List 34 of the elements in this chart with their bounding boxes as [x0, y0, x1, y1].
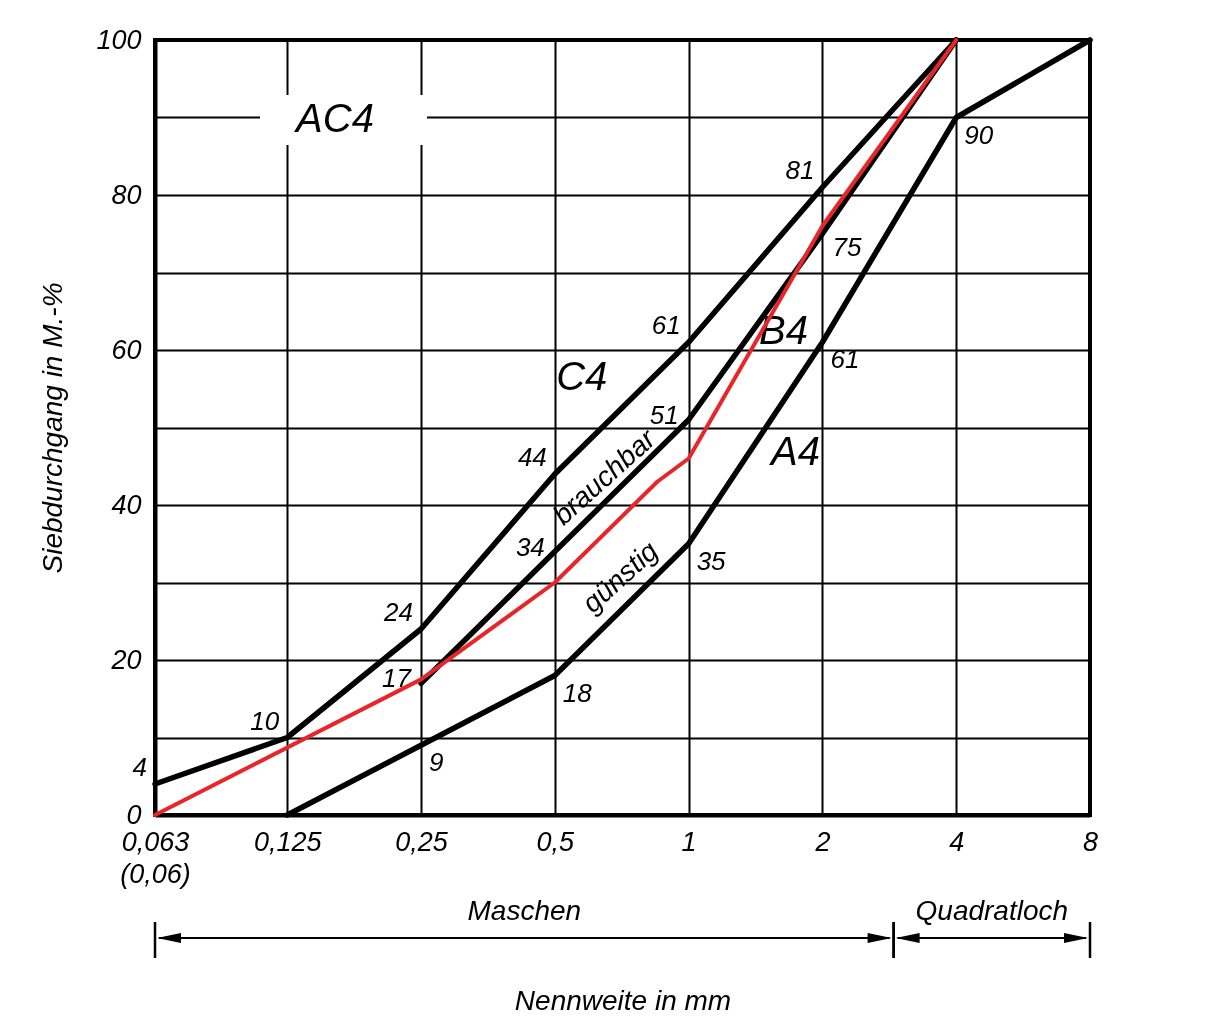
x-tick-label: 0,25 [395, 826, 449, 857]
data-label: 61 [830, 344, 860, 375]
text: AC4 [294, 96, 374, 140]
text: Quadratloch [915, 895, 1069, 927]
x-tick-label: 2 [814, 826, 831, 857]
series-label: A4 [769, 429, 820, 473]
x-tick-label: 1 [681, 826, 697, 857]
data-label: 61 [651, 310, 681, 341]
y-tick-label: 20 [110, 644, 142, 675]
y-tick-label: 40 [111, 489, 142, 520]
x-tick-label: 0,125 [253, 826, 323, 857]
data-label: 75 [832, 231, 862, 262]
data-label: 44 [517, 442, 547, 472]
data-label: 51 [649, 399, 679, 430]
x-tick-label: 8 [1082, 826, 1099, 857]
data-label: 9 [429, 747, 444, 778]
y-axis-title: Siebdurchgang in M.-% [37, 282, 69, 574]
x-tick-label: 0,5 [536, 826, 576, 857]
y-tick-label: 100 [96, 24, 142, 55]
x-axis-title: Nennweite in mm [514, 984, 732, 1016]
data-label: 90 [964, 119, 994, 150]
data-label: 35 [696, 545, 727, 576]
data-label: 18 [562, 677, 593, 708]
data-label: 10 [250, 705, 280, 736]
series-label: C4 [556, 354, 608, 399]
data-label: 24 [383, 597, 414, 627]
data-label: 4 [132, 752, 147, 782]
text: Maschen [467, 895, 582, 927]
y-tick-label: 60 [111, 334, 142, 365]
data-label: 81 [785, 155, 815, 186]
data-label: 34 [515, 531, 545, 562]
y-tick-label: 80 [111, 179, 142, 210]
data-label: 17 [382, 663, 413, 694]
x-tick-label: 4 [949, 826, 965, 857]
